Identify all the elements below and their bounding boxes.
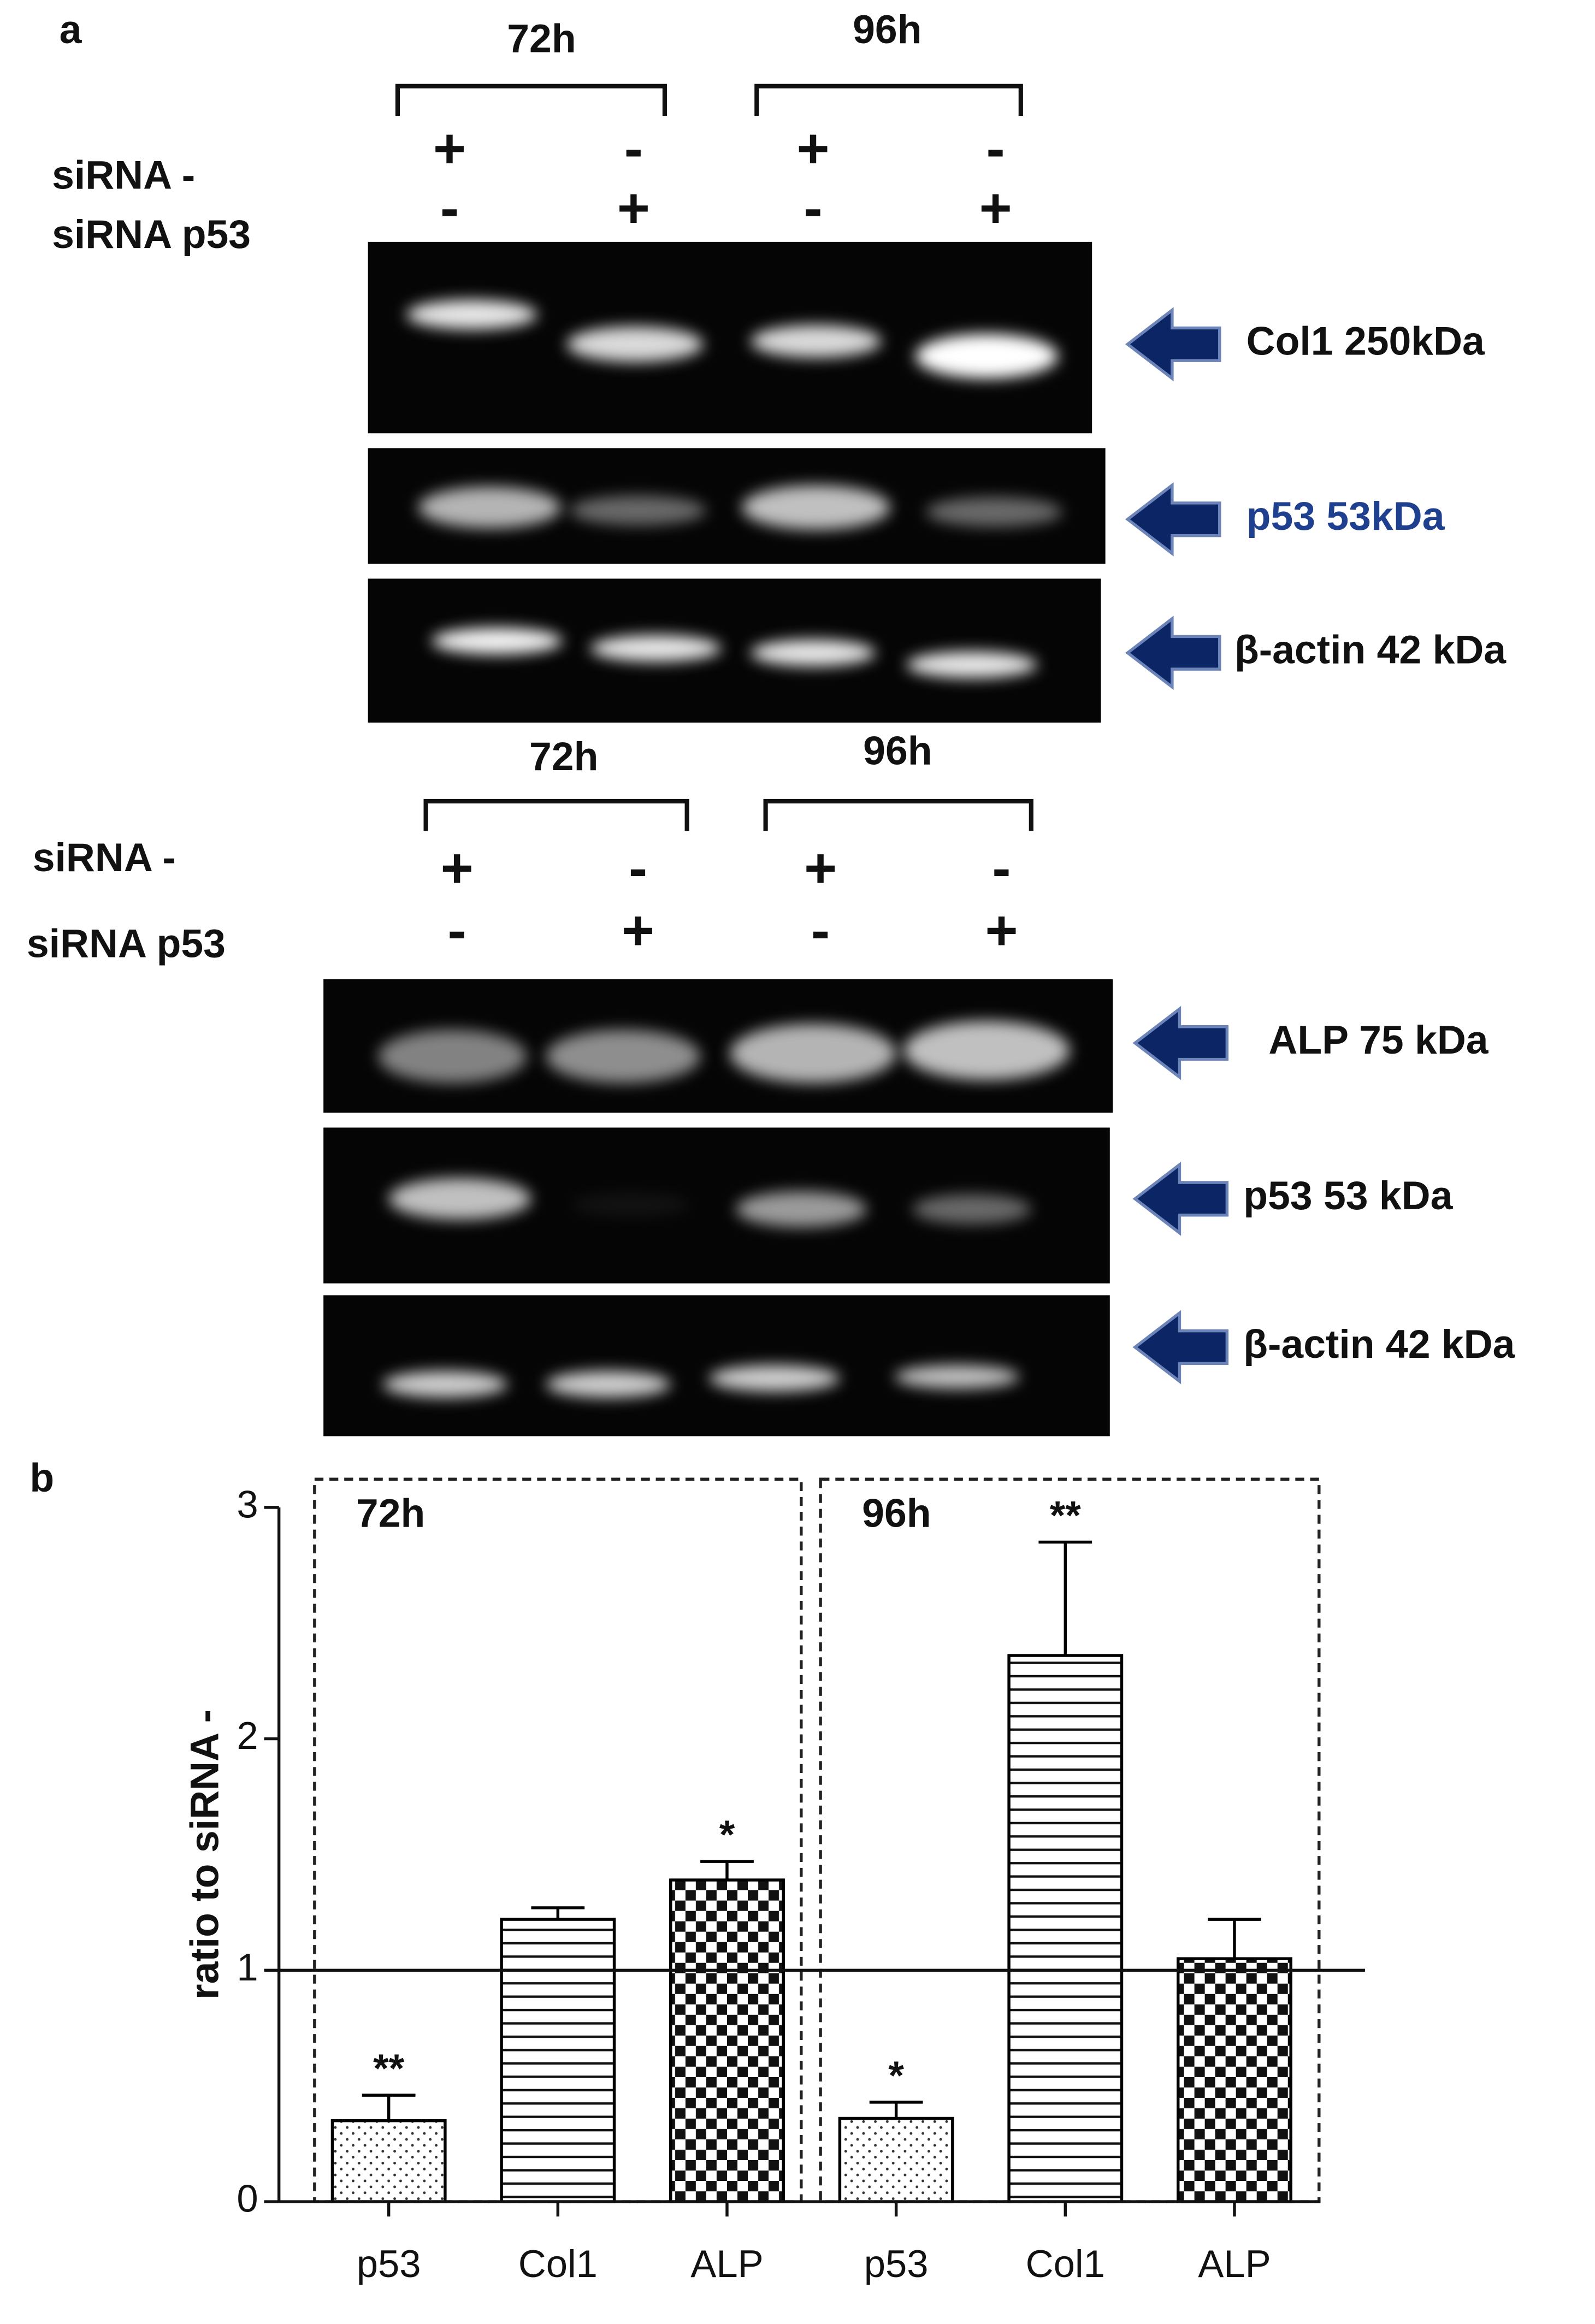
band [406, 299, 537, 330]
band [742, 485, 890, 530]
lane-sign: - [624, 117, 643, 180]
band-label: p53 53kDa [1247, 494, 1445, 539]
time-point-label: 72h [507, 16, 576, 61]
band [894, 1365, 1020, 1389]
lane-sign: - [629, 837, 647, 900]
band [382, 1370, 507, 1398]
time-point-label: 96h [853, 7, 921, 52]
band [418, 487, 561, 529]
band [730, 1024, 896, 1083]
x-tick-label: p53 [357, 2242, 421, 2285]
band-label: Col1 250kDa [1247, 319, 1485, 364]
group-box [313, 1477, 803, 2203]
bracket [763, 799, 1033, 831]
y-tick-label: 2 [237, 1714, 258, 1757]
bar [838, 2116, 954, 2203]
y-tick-label: 0 [237, 2177, 258, 2220]
band-label: β-actin 42 kDa [1243, 1322, 1515, 1367]
lane-sign: - [804, 176, 822, 239]
group-label: 72h [356, 1491, 425, 1536]
blot [323, 1295, 1110, 1436]
bracket [395, 84, 667, 116]
band [709, 1365, 840, 1392]
lane-sign: + [433, 117, 466, 180]
band [566, 326, 704, 362]
band [906, 651, 1037, 678]
arrow [1125, 616, 1221, 690]
time-point-label: 72h [529, 734, 598, 779]
panel-label: b [29, 1455, 54, 1500]
band [388, 1178, 531, 1220]
row-label: siRNA - [52, 152, 195, 197]
significance: ** [373, 2046, 405, 2091]
band [378, 1030, 527, 1083]
time-point-label: 96h [863, 728, 932, 773]
band-label: p53 53 kDa [1243, 1173, 1453, 1218]
lane-sign: + [979, 176, 1012, 239]
lane-sign: + [796, 117, 829, 180]
arrow [1132, 1161, 1229, 1236]
y-tick-label: 3 [237, 1483, 258, 1526]
bar [1007, 1654, 1124, 2203]
band [925, 497, 1062, 527]
lane-sign: + [985, 899, 1018, 962]
band [546, 1030, 701, 1083]
y-tick-label: 1 [237, 1945, 258, 1989]
band-label: ALP 75 kDa [1268, 1018, 1488, 1062]
bracket [423, 799, 689, 831]
band [571, 1192, 690, 1217]
significance: ** [1050, 1493, 1082, 1537]
band [546, 1370, 671, 1398]
arrow [1125, 482, 1221, 557]
lane-sign: + [622, 899, 654, 962]
lane-sign: - [440, 176, 459, 239]
group-label: 96h [862, 1491, 931, 1536]
band [570, 495, 706, 525]
arrow [1132, 1310, 1229, 1385]
row-label: siRNA p53 [27, 921, 226, 966]
band [912, 1194, 1031, 1225]
significance: * [719, 1812, 735, 1857]
significance: * [888, 2053, 904, 2098]
band [751, 639, 876, 666]
band [432, 628, 563, 654]
row-label: siRNA p53 [52, 212, 251, 257]
row-label: siRNA - [33, 835, 176, 880]
bracket [754, 84, 1023, 116]
x-tick-label: Col1 [1026, 2242, 1105, 2285]
x-tick-label: ALP [690, 2242, 763, 2285]
x-tick-label: p53 [864, 2242, 929, 2285]
arrow [1125, 307, 1221, 382]
lane-sign: - [986, 117, 1005, 180]
band [736, 1191, 867, 1227]
band [590, 635, 722, 662]
lane-sign: - [811, 899, 830, 962]
bar [500, 1918, 616, 2203]
lane-sign: + [617, 176, 650, 239]
bar [330, 2119, 447, 2203]
band-label: β-actin 42 kDa [1234, 628, 1507, 672]
arrow [1132, 1006, 1229, 1080]
panel-label: a [60, 7, 82, 52]
lane-sign: - [447, 899, 466, 962]
y-axis-label: ratio to siRNA - [182, 1710, 227, 2000]
lane-sign: + [440, 837, 473, 900]
bar [1177, 1957, 1292, 2203]
x-tick-label: ALP [1198, 2242, 1271, 2285]
lane-sign: - [992, 837, 1011, 900]
band [915, 334, 1058, 379]
bar [669, 1878, 785, 2203]
lane-sign: + [804, 837, 837, 900]
band [903, 1020, 1070, 1080]
band [751, 324, 882, 358]
x-tick-label: Col1 [518, 2242, 598, 2285]
